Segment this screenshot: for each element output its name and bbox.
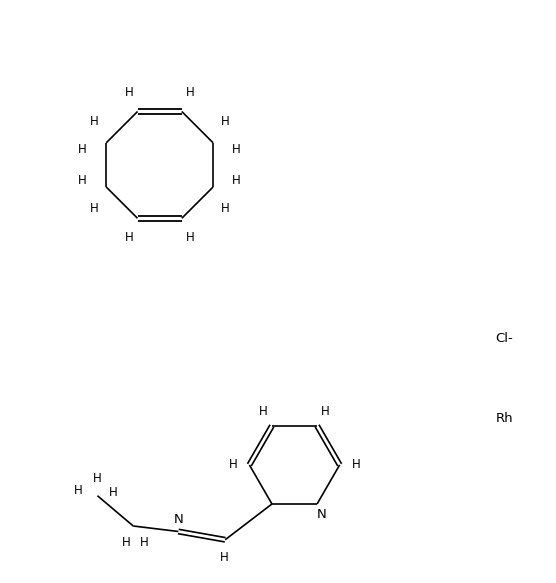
Text: H: H [221, 115, 229, 128]
Text: H: H [78, 143, 87, 156]
Text: Cl-: Cl- [495, 332, 513, 345]
Text: H: H [232, 174, 241, 187]
Text: H: H [185, 86, 194, 99]
Text: H: H [93, 472, 102, 484]
Text: H: H [229, 458, 237, 472]
Text: H: H [125, 86, 134, 99]
Text: N: N [173, 513, 183, 526]
Text: H: H [220, 551, 229, 564]
Text: H: H [352, 458, 360, 472]
Text: H: H [78, 174, 87, 187]
Text: H: H [74, 484, 82, 497]
Text: H: H [221, 202, 229, 215]
Text: H: H [108, 486, 117, 500]
Text: H: H [90, 202, 99, 215]
Text: H: H [321, 405, 330, 418]
Text: H: H [259, 405, 268, 418]
Text: H: H [125, 231, 134, 244]
Text: H: H [122, 536, 131, 549]
Text: H: H [185, 231, 194, 244]
Text: H: H [140, 536, 148, 549]
Text: Rh: Rh [495, 412, 513, 424]
Text: N: N [316, 508, 326, 521]
Text: H: H [232, 143, 241, 156]
Text: H: H [90, 115, 99, 128]
